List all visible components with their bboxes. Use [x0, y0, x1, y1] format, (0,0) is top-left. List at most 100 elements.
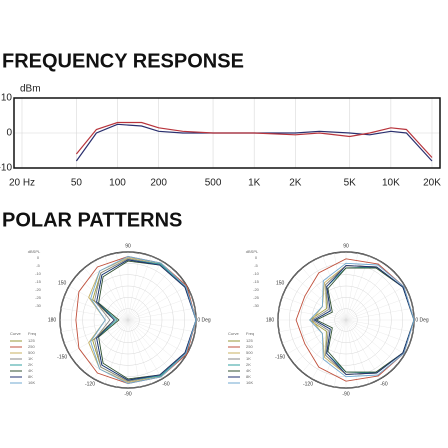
spoke [322, 319, 347, 384]
angle-label: -90 [342, 391, 349, 397]
spoke [345, 267, 390, 321]
legend-label: 1K [246, 356, 251, 361]
chart-title: POLAR PATTERNS [2, 209, 182, 231]
polar-series [295, 258, 415, 382]
r-tick-label: 0 [37, 255, 40, 260]
y-tick-label: -10 [0, 163, 12, 174]
spoke [127, 319, 192, 344]
x-tick-label: 500 [205, 178, 222, 189]
angle-label: 180 [266, 317, 275, 323]
r-tick-label: -30 [35, 303, 42, 308]
spoke [293, 319, 347, 364]
legend-label: 250 [246, 344, 253, 349]
legend-header: Freq [28, 331, 36, 336]
polar-series [96, 259, 197, 381]
spoke [322, 256, 347, 321]
y-tick-label: 0 [6, 128, 12, 139]
spoke [127, 276, 181, 321]
legend-label: 8K [28, 374, 33, 379]
spoke [127, 319, 140, 387]
spoke [345, 319, 410, 344]
r-axis-label: dBSPL [28, 249, 41, 254]
r-tick-label: -5 [36, 263, 40, 268]
legend-label: 500 [246, 350, 253, 355]
spoke [84, 319, 129, 373]
spoke [127, 319, 181, 364]
angle-label: -60 [380, 381, 387, 387]
legend-label: 4K [28, 368, 33, 373]
legend-label: 250 [28, 344, 35, 349]
angle-label: 0 Deg [197, 317, 211, 323]
y-tick-label: 10 [1, 93, 13, 104]
polar-series [315, 267, 415, 373]
spoke [345, 319, 405, 355]
r-tick-label: -15 [35, 279, 42, 284]
angle-label: 180 [48, 317, 57, 323]
angle-label: -120 [85, 381, 95, 387]
legend-label: 8K [246, 374, 251, 379]
r-tick-label: -10 [35, 271, 42, 276]
spoke [127, 296, 192, 321]
spoke [311, 319, 347, 379]
polar-series [313, 265, 415, 375]
polar-series [90, 256, 197, 384]
x-tick-label: 10K [382, 178, 400, 189]
spoke [282, 296, 347, 321]
legend-label: 125 [246, 338, 253, 343]
spoke [127, 256, 152, 321]
x-tick-label: 50 [71, 178, 83, 189]
r-tick-label: -5 [254, 263, 258, 268]
spoke [302, 319, 347, 373]
angle-label: -90 [124, 391, 131, 397]
spoke [64, 296, 129, 321]
r-tick-label: 0 [255, 255, 258, 260]
angle-label: -150 [275, 354, 285, 360]
spoke [127, 267, 172, 321]
spoke [345, 319, 381, 379]
angle-label: 90 [343, 243, 349, 249]
spoke [127, 261, 163, 321]
spoke [311, 261, 347, 321]
legend-label: 1K [28, 356, 33, 361]
plot-frame [13, 97, 441, 169]
r-axis-label: dBSPL [246, 249, 259, 254]
spoke [127, 308, 195, 321]
legend-label: 2K [246, 362, 251, 367]
x-tick-label: 2K [289, 178, 302, 189]
spoke [127, 319, 172, 373]
legend-header: Curve [10, 331, 21, 336]
y-axis-label: dBm [20, 84, 41, 95]
legend-label: 125 [28, 338, 35, 343]
legend-label: 16K [28, 380, 35, 385]
r-tick-label: -30 [253, 303, 260, 308]
x-tick-label: 20 Hz [9, 178, 35, 189]
spoke [345, 285, 405, 321]
polar-series [96, 259, 197, 381]
r-tick-label: -20 [35, 287, 42, 292]
legend-label: 16K [246, 380, 253, 385]
legend-header: Curve [228, 331, 239, 336]
x-tick-label: 5K [344, 178, 357, 189]
legend-header: Freq [246, 331, 254, 336]
chart-title: FREQUENCY RESPONSE [2, 50, 244, 72]
spoke [279, 319, 347, 332]
spoke [64, 319, 129, 344]
x-tick-label: 1K [248, 178, 261, 189]
x-tick-label: 200 [150, 178, 167, 189]
spoke [279, 308, 347, 321]
angle-label: 150 [58, 280, 67, 286]
spoke [345, 319, 399, 364]
spoke [84, 267, 129, 321]
r-tick-label: -15 [253, 279, 260, 284]
angle-label: -60 [162, 381, 169, 387]
spoke [127, 319, 187, 355]
spoke [345, 261, 381, 321]
spoke [287, 319, 347, 355]
spoke [345, 308, 413, 321]
legend-label: 4K [246, 368, 251, 373]
polar-series [309, 262, 415, 378]
x-tick-label: 20K [423, 178, 441, 189]
line-series [75, 121, 433, 158]
spoke [345, 319, 390, 373]
